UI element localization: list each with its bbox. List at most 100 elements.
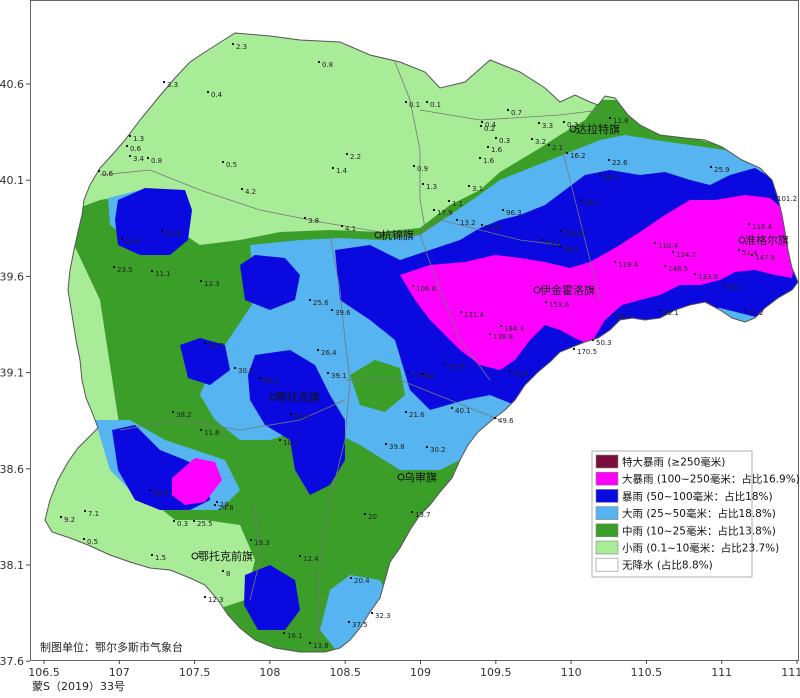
legend-label: 大雨 (25~50毫米：占比18.8%) [622, 507, 776, 520]
zone-rainstorm-west-blob [240, 255, 300, 310]
station-value: 25.5 [616, 313, 632, 321]
station-dot [347, 620, 351, 624]
station-value: 0.6 [130, 145, 142, 153]
county-label: 杭锦旗 [381, 228, 414, 242]
county-seat-marker [191, 552, 199, 560]
station-value: 25.6 [313, 299, 329, 307]
x-tick-label: 111.5 [781, 666, 800, 679]
station-value: 124.2 [676, 251, 696, 259]
legend-label: 大暴雨 (100~250毫米：占比16.9%) [622, 473, 800, 486]
station-value: 0.6 [102, 170, 114, 178]
zone-light-rain-sw [45, 420, 255, 610]
station-value: 3.8 [308, 217, 319, 225]
station-dot [421, 182, 425, 186]
station-value: 118.4 [752, 223, 773, 231]
station-dot [406, 370, 410, 374]
station-value: 12.3 [208, 596, 224, 604]
station-dot [112, 265, 116, 269]
station-dot [308, 641, 312, 645]
station-value: 12.3 [204, 280, 220, 288]
legend-swatch [595, 557, 619, 572]
station-value: 0.1 [409, 101, 420, 109]
station-dot [125, 144, 129, 148]
station-value: 12.4 [303, 555, 319, 563]
station-dot [203, 341, 207, 345]
station-dot [326, 371, 330, 375]
station-value: 39.5 [563, 246, 579, 254]
station-dot [671, 250, 675, 254]
station-dot [486, 145, 490, 149]
station-values: 2.30.83.30.40.10.70.41.30.63.4 0.8 0.52.21… [59, 42, 797, 650]
station-value: 3.3 [167, 81, 178, 89]
legend-label: 中雨 (10~25毫米：占比13.8%) [622, 524, 776, 537]
station-value: 19 [220, 501, 229, 509]
region-border [44, 32, 799, 653]
station-dot [384, 442, 388, 446]
station-value: 30.5 [238, 367, 254, 375]
station-dot [330, 308, 334, 312]
station-value: 96.3 [506, 209, 522, 217]
station-value: 8 [226, 570, 230, 578]
station-dot [663, 264, 667, 268]
county-label: 鄂托克旗 [276, 390, 320, 404]
station-value: 27.8 [485, 224, 501, 232]
station-dot [499, 324, 503, 328]
station-value: 20 [368, 513, 377, 521]
station-value: 139.6 [564, 230, 585, 238]
x-axis-ticks: 106.5 107 107.5 108 108.5 109 109.5 110 110.5 111… [28, 660, 800, 679]
station-dot [206, 90, 210, 94]
station-dot [249, 538, 253, 542]
station-dot [370, 611, 374, 615]
station-value: 13.2 [460, 219, 476, 227]
station-value: 25.9 [714, 166, 730, 174]
zone-rainstorm-south [244, 565, 300, 630]
station-value: 58.2 [584, 199, 600, 207]
station-value: 39.8 [389, 443, 405, 451]
station-dot [162, 80, 166, 84]
station-value: 71.7 [411, 371, 427, 379]
station-value: 138.8 [493, 333, 513, 341]
county-label: 乌审旗 [404, 470, 437, 484]
station-value: 2.1 [552, 144, 563, 152]
station-dot [411, 284, 415, 288]
station-value: 31.9 [513, 370, 529, 378]
station-dot [479, 124, 483, 128]
station-value: 39.6 [335, 309, 351, 317]
county-label: 伊金霍洛旗 [540, 283, 595, 297]
station-value: 110.4 [658, 242, 679, 250]
station-dot [455, 218, 459, 222]
station-dot [192, 519, 196, 523]
station-value: 19.3 [254, 539, 270, 547]
station-dot [128, 154, 132, 158]
station-value: 101.2 [777, 195, 797, 203]
y-tick-label: 38.6 [0, 463, 24, 476]
county-seat-marker [397, 473, 405, 481]
y-axis-ticks: 40.6 40.1 39.6 39.1 38.6 38.1 37.6 [0, 78, 30, 668]
station-dot [722, 283, 726, 287]
station-value: 3.3 [542, 122, 553, 130]
station-value: 37.5 [352, 621, 368, 629]
station-value: 0.3 [499, 137, 510, 145]
station-value: 2.3 [236, 43, 247, 51]
station-value: 52.1 [727, 284, 743, 292]
county-seat-marker [569, 125, 577, 133]
station-dot [530, 137, 534, 141]
station-value: 0.2 [484, 125, 495, 133]
station-value: 39.1 [331, 372, 347, 380]
x-tick-label: 109.5 [480, 666, 512, 679]
legend-swatch [595, 540, 619, 555]
station-value: 0.4 [211, 91, 223, 99]
legend-box [591, 450, 753, 578]
station-value: 30.2 [430, 446, 446, 454]
station-dot [59, 515, 63, 519]
station-value: 13.7 [415, 511, 431, 519]
station-dot [172, 519, 176, 523]
station-dot [579, 198, 583, 202]
station-dot [591, 338, 595, 342]
station-value: 1.3 [426, 183, 437, 191]
station-dot [607, 158, 611, 162]
station-value: 80.4 [263, 377, 279, 385]
station-dot [289, 412, 293, 416]
